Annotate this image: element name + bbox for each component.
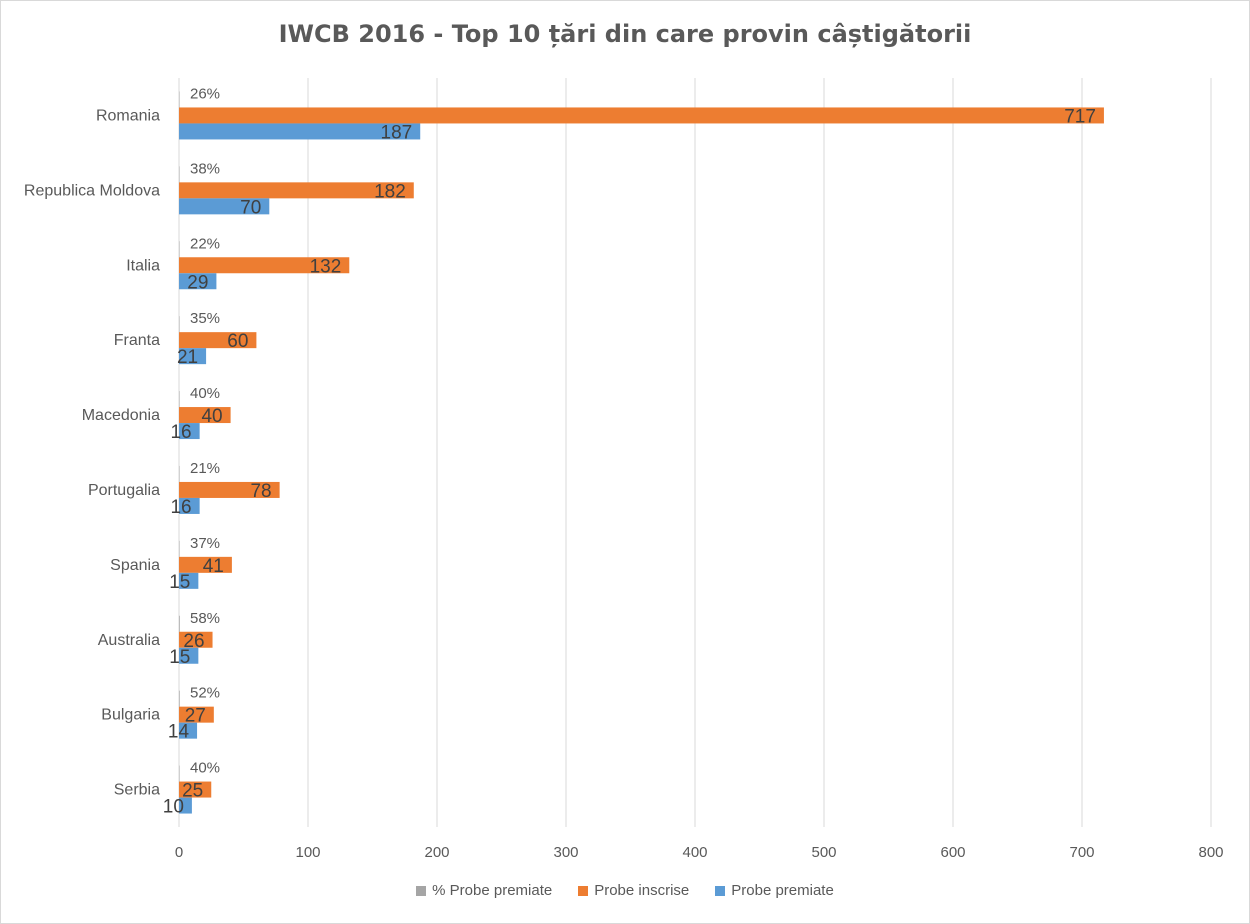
x-tick-label: 100	[295, 844, 320, 861]
data-label-inscrise: 132	[310, 256, 342, 277]
bar-pct-premiate	[179, 690, 180, 707]
bar-probe-inscrise	[179, 182, 414, 199]
data-label-premiate: 29	[187, 272, 208, 293]
data-label-premiate: 16	[170, 422, 191, 443]
data-label-inscrise: 27	[185, 706, 206, 727]
bar-pct-premiate	[179, 465, 180, 482]
legend-label: Probe premiate	[731, 882, 834, 899]
bar-probe-premiate	[179, 348, 207, 365]
bar-probe-inscrise	[179, 481, 280, 498]
data-label-pct: 35%	[190, 310, 220, 327]
data-label-inscrise: 60	[227, 331, 248, 352]
bar-probe-premiate	[179, 123, 421, 140]
category-label: Serbia	[114, 782, 160, 799]
data-label-pct: 58%	[190, 610, 220, 627]
legend-label: % Probe premiate	[432, 882, 553, 899]
data-label-premiate: 10	[163, 797, 184, 818]
bar-probe-premiate	[179, 273, 217, 290]
category-label: Portugalia	[88, 482, 160, 499]
bar-probe-premiate	[179, 497, 200, 514]
legend-item: Probe premiate	[715, 882, 834, 899]
bar-pct-premiate	[179, 241, 180, 258]
plot-area: 0 100 200 300 400 500 600 700 800 Romania 26% 717 18…	[24, 78, 1224, 861]
data-label-premiate: 14	[168, 722, 190, 743]
x-tick-label: 800	[1198, 844, 1223, 861]
bar-probe-premiate	[179, 647, 199, 664]
bar-pct-premiate	[179, 765, 180, 782]
data-label-premiate: 70	[240, 197, 261, 218]
data-label-pct: 52%	[190, 685, 220, 702]
x-tick-label: 700	[1069, 844, 1094, 861]
bar-probe-inscrise	[179, 631, 213, 648]
x-tick-label: 300	[553, 844, 578, 861]
x-tick-label: 200	[424, 844, 449, 861]
data-label-inscrise: 717	[1064, 106, 1096, 127]
data-label-inscrise: 78	[250, 481, 271, 502]
legend-swatch	[578, 885, 589, 896]
legend-label: Probe inscrise	[594, 882, 690, 899]
data-label-inscrise: 41	[203, 556, 224, 577]
x-tick-label: 600	[940, 844, 965, 861]
category-label: Franta	[114, 332, 160, 349]
legend-item: % Probe premiate	[416, 882, 552, 899]
legend-item: Probe inscrise	[578, 882, 689, 899]
bar-pct-premiate	[179, 166, 180, 183]
data-label-premiate: 15	[169, 647, 190, 668]
bar-pct-premiate	[179, 540, 180, 557]
bar-pct-premiate	[179, 615, 180, 632]
bar-probe-inscrise	[179, 107, 1104, 124]
chart-title: IWCB 2016 - Top 10 țări din care provin …	[278, 20, 972, 48]
data-label-premiate: 16	[170, 497, 191, 518]
data-label-pct: 40%	[190, 760, 220, 777]
x-tick-label: 400	[682, 844, 707, 861]
bar-probe-premiate	[179, 423, 200, 440]
bar-pct-premiate	[179, 91, 180, 108]
data-label-inscrise: 40	[201, 406, 222, 427]
category-label: Spania	[110, 557, 160, 574]
x-tick-label: 500	[811, 844, 836, 861]
legend: % Probe premiate Probe inscrise Probe prem…	[0, 882, 1250, 899]
data-label-premiate: 21	[177, 347, 198, 368]
bar-probe-inscrise	[179, 706, 214, 723]
data-label-premiate: 187	[381, 122, 413, 143]
data-label-pct: 26%	[190, 85, 220, 102]
data-label-premiate: 15	[169, 572, 190, 593]
bar-probe-premiate	[179, 722, 198, 739]
legend-swatch	[715, 885, 726, 896]
category-label: Romania	[96, 107, 160, 124]
category-label: Macedonia	[82, 407, 160, 424]
category-label: Australia	[98, 632, 160, 649]
data-label-pct: 22%	[190, 235, 220, 252]
bar-probe-premiate	[179, 198, 270, 215]
data-label-pct: 37%	[190, 535, 220, 552]
data-label-pct: 21%	[190, 460, 220, 477]
bar-probe-inscrise	[179, 257, 350, 274]
bar-probe-inscrise	[179, 407, 231, 424]
data-label-pct: 38%	[190, 160, 220, 177]
bar-pct-premiate	[179, 316, 180, 333]
bar-probe-inscrise	[179, 556, 232, 573]
data-label-inscrise: 26	[183, 631, 204, 652]
category-label: Republica Moldova	[24, 182, 160, 199]
data-label-inscrise: 182	[374, 181, 406, 202]
bar-probe-inscrise	[179, 781, 212, 798]
bar-probe-inscrise	[179, 332, 257, 349]
x-tick-label: 0	[175, 844, 183, 861]
category-label: Italia	[126, 257, 160, 274]
bar-probe-premiate	[179, 572, 199, 589]
data-label-pct: 40%	[190, 385, 220, 402]
category-label: Bulgaria	[101, 707, 160, 724]
data-label-inscrise: 25	[182, 781, 203, 802]
bar-probe-premiate	[179, 797, 192, 814]
legend-swatch	[416, 885, 427, 896]
bar-pct-premiate	[179, 391, 180, 408]
